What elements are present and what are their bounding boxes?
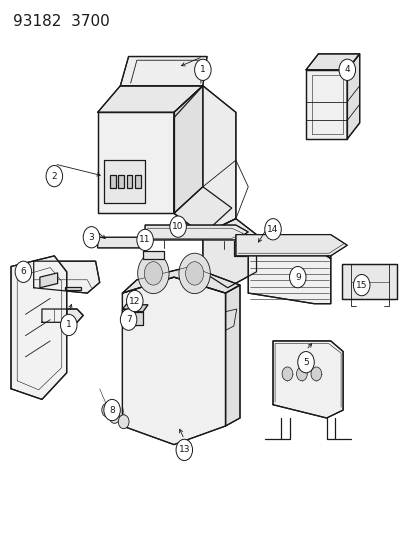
Circle shape bbox=[83, 227, 100, 248]
Circle shape bbox=[176, 439, 192, 461]
Polygon shape bbox=[42, 309, 83, 322]
Text: 14: 14 bbox=[267, 225, 278, 234]
Text: 12: 12 bbox=[129, 296, 140, 305]
Text: 10: 10 bbox=[172, 222, 183, 231]
Text: 9: 9 bbox=[294, 273, 300, 281]
Polygon shape bbox=[143, 251, 163, 259]
Text: 8: 8 bbox=[109, 406, 115, 415]
Text: 11: 11 bbox=[139, 236, 150, 245]
Circle shape bbox=[289, 266, 305, 288]
Polygon shape bbox=[97, 112, 173, 213]
Polygon shape bbox=[135, 175, 140, 188]
Text: 4: 4 bbox=[344, 66, 349, 74]
Polygon shape bbox=[248, 240, 330, 259]
Circle shape bbox=[104, 399, 120, 421]
Polygon shape bbox=[305, 54, 359, 70]
Text: 5: 5 bbox=[302, 358, 308, 367]
Polygon shape bbox=[145, 225, 248, 240]
Polygon shape bbox=[97, 237, 147, 248]
Polygon shape bbox=[173, 86, 235, 235]
Circle shape bbox=[169, 216, 186, 237]
Polygon shape bbox=[118, 175, 124, 188]
Text: 3: 3 bbox=[88, 233, 94, 242]
Circle shape bbox=[102, 403, 112, 417]
Circle shape bbox=[281, 367, 292, 381]
Circle shape bbox=[310, 367, 321, 381]
Circle shape bbox=[194, 59, 211, 80]
Circle shape bbox=[297, 352, 313, 373]
Polygon shape bbox=[64, 287, 81, 290]
Polygon shape bbox=[97, 86, 202, 112]
Circle shape bbox=[60, 314, 77, 336]
Polygon shape bbox=[173, 86, 202, 213]
Polygon shape bbox=[305, 70, 347, 139]
Text: 13: 13 bbox=[178, 446, 190, 455]
Polygon shape bbox=[128, 305, 147, 312]
Polygon shape bbox=[128, 312, 143, 325]
Circle shape bbox=[296, 367, 306, 381]
Polygon shape bbox=[33, 261, 100, 293]
Polygon shape bbox=[11, 256, 66, 399]
Polygon shape bbox=[342, 264, 396, 300]
Text: 2: 2 bbox=[51, 172, 57, 181]
Polygon shape bbox=[122, 277, 225, 445]
Polygon shape bbox=[122, 303, 142, 309]
Circle shape bbox=[120, 309, 137, 330]
Polygon shape bbox=[110, 175, 116, 188]
Polygon shape bbox=[347, 54, 359, 139]
Text: 1: 1 bbox=[66, 320, 71, 329]
Circle shape bbox=[137, 229, 153, 251]
Text: 93182  3700: 93182 3700 bbox=[13, 14, 109, 29]
Polygon shape bbox=[173, 187, 231, 235]
Circle shape bbox=[338, 59, 355, 80]
Circle shape bbox=[109, 409, 120, 423]
Polygon shape bbox=[122, 266, 240, 293]
Circle shape bbox=[118, 415, 129, 429]
Circle shape bbox=[46, 165, 62, 187]
Polygon shape bbox=[272, 341, 342, 418]
Polygon shape bbox=[233, 241, 246, 256]
Polygon shape bbox=[104, 160, 145, 203]
Polygon shape bbox=[120, 56, 206, 86]
Circle shape bbox=[185, 262, 203, 285]
Polygon shape bbox=[235, 235, 347, 256]
Text: 1: 1 bbox=[199, 66, 205, 74]
Text: 7: 7 bbox=[126, 315, 131, 324]
Circle shape bbox=[144, 262, 162, 285]
Polygon shape bbox=[248, 248, 330, 304]
Polygon shape bbox=[122, 309, 137, 325]
Polygon shape bbox=[202, 219, 256, 288]
Text: 15: 15 bbox=[355, 280, 367, 289]
Circle shape bbox=[264, 219, 280, 240]
Circle shape bbox=[126, 290, 143, 312]
Polygon shape bbox=[40, 273, 57, 288]
Polygon shape bbox=[225, 285, 240, 426]
Circle shape bbox=[178, 253, 210, 294]
Circle shape bbox=[15, 261, 31, 282]
Circle shape bbox=[353, 274, 369, 296]
Text: 6: 6 bbox=[21, 268, 26, 276]
Polygon shape bbox=[126, 175, 132, 188]
Circle shape bbox=[138, 253, 169, 294]
